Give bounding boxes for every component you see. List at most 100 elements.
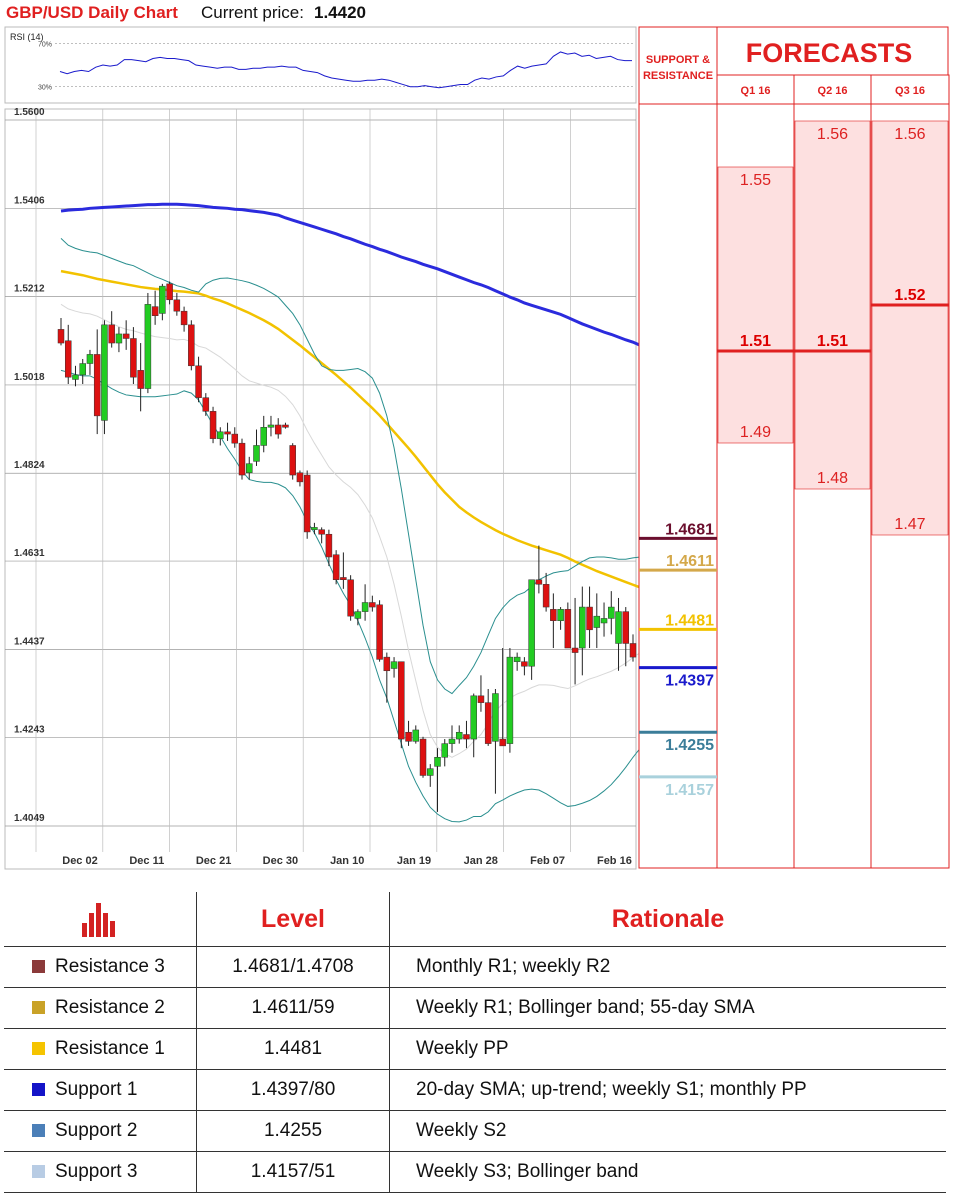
candle-body [282, 424, 289, 428]
row-name: Support 2 [55, 1120, 138, 1141]
price-tick-label: 1.5212 [14, 284, 45, 295]
forecast-column-label: Q3 16 [895, 85, 925, 97]
candle-body [557, 609, 564, 621]
table-row: Resistance 2 1.4611/59 Weekly R1; Bollin… [4, 987, 946, 1029]
sr-column [638, 26, 718, 869]
table-row: Resistance 1 1.4481 Weekly PP [4, 1028, 946, 1070]
candle-body [332, 554, 340, 580]
candle-body [550, 609, 557, 621]
candle-body [122, 333, 130, 339]
row-name: Resistance 2 [55, 997, 165, 1018]
candle-body [195, 365, 202, 398]
candle-body [93, 354, 101, 417]
price-tick-label: 1.4824 [14, 460, 45, 471]
row-name: Support 1 [55, 1079, 138, 1100]
candle-body [586, 606, 593, 631]
forecast-column-header [716, 74, 795, 105]
color-swatch [32, 1083, 45, 1096]
time-tick-label: Dec 02 [62, 855, 97, 867]
color-swatch [32, 1001, 45, 1014]
sr-level-label: 1.4157 [665, 782, 714, 799]
candle-body [166, 283, 173, 301]
sr-level-label: 1.4255 [665, 737, 714, 754]
candle-body [173, 299, 181, 312]
table-row: Resistance 3 1.4681/1.4708 Monthly R1; w… [4, 946, 946, 988]
sr-title-line2: RESISTANCE [643, 70, 713, 82]
candle-body [86, 354, 94, 364]
candle-body [217, 431, 224, 439]
candle-body [622, 611, 630, 644]
candle-body [246, 463, 253, 474]
candle-body [405, 731, 412, 742]
candle-body [470, 695, 477, 740]
candle-body [542, 584, 550, 608]
candle-body [79, 363, 86, 376]
candle-body [600, 618, 608, 624]
color-swatch [32, 1042, 45, 1055]
candle-body [347, 579, 354, 617]
row-level: 1.4255 [196, 1110, 390, 1152]
rsi-tick-label: 70% [38, 41, 52, 48]
levels-table: Level Rationale Resistance 3 1.4681/1.47… [4, 892, 946, 1193]
candle-body [130, 338, 137, 378]
candle-body [354, 611, 362, 619]
time-tick-label: Dec 11 [129, 855, 164, 867]
candle-body [115, 333, 123, 344]
candle-body [72, 374, 79, 380]
forecast-high-label: 1.55 [740, 172, 771, 189]
rsi-panel: RSI (14) 70% 30% [4, 26, 637, 104]
candle-body [427, 768, 434, 776]
forecast-low-label: 1.47 [894, 516, 925, 533]
candle-body [455, 731, 463, 740]
rsi-tick-label: 30% [38, 85, 52, 92]
forecast-high-label: 1.56 [817, 126, 848, 143]
forecast-mid-label: 1.51 [817, 333, 848, 350]
time-tick-label: Feb 07 [530, 855, 565, 867]
candle-body [180, 310, 188, 326]
candle-body [615, 611, 622, 644]
candle-body [325, 533, 333, 558]
bollinger-upper-line [60, 237, 641, 695]
price-tick-label: 1.4049 [14, 813, 45, 824]
row-rationale: Monthly R1; weekly R2 [389, 946, 946, 988]
price-tick-label: 1.5406 [14, 195, 45, 206]
candle-body [608, 606, 615, 619]
candle-body [101, 324, 108, 421]
candle-body [528, 579, 535, 667]
candle-body [571, 647, 579, 653]
candle-body [209, 411, 217, 439]
sr-level-label: 1.4397 [665, 673, 714, 690]
forecasts-title: FORECASTS [746, 38, 913, 68]
candle-body [311, 527, 318, 530]
candle-body [202, 397, 210, 412]
candle-body [144, 304, 152, 389]
price-frame [4, 108, 637, 870]
candle-body [188, 324, 195, 367]
forecast-column-label: Q1 16 [741, 85, 771, 97]
price-tick-label: 1.4437 [14, 636, 45, 647]
sma-55-line [60, 269, 641, 589]
icon-header [4, 892, 197, 947]
forecast-mid-label: 1.51 [740, 333, 771, 350]
candle-body [492, 693, 499, 742]
candle-body [361, 602, 369, 612]
candle-body [296, 472, 304, 483]
candle-body [419, 738, 427, 776]
row-rationale: Weekly S3; Bollinger band [389, 1151, 946, 1193]
candle-body [253, 445, 260, 462]
row-level: 1.4397/80 [196, 1069, 390, 1111]
candle-body [238, 442, 246, 476]
row-rationale: 20-day SMA; up-trend; weekly S1; monthly… [389, 1069, 946, 1111]
row-rationale: Weekly S2 [389, 1110, 946, 1152]
time-tick-label: Feb 16 [597, 855, 632, 867]
color-swatch [32, 960, 45, 973]
candle-body [159, 285, 166, 314]
candle-body [340, 577, 347, 580]
price-tick-label: 1.5018 [14, 372, 45, 383]
row-rationale: Weekly R1; Bollinger band; 55-day SMA [389, 987, 946, 1029]
bar-chart-icon [80, 901, 120, 937]
candle-body [629, 643, 637, 658]
row-level: 1.4481 [196, 1028, 390, 1070]
color-swatch [32, 1165, 45, 1178]
candle-body [506, 656, 514, 744]
